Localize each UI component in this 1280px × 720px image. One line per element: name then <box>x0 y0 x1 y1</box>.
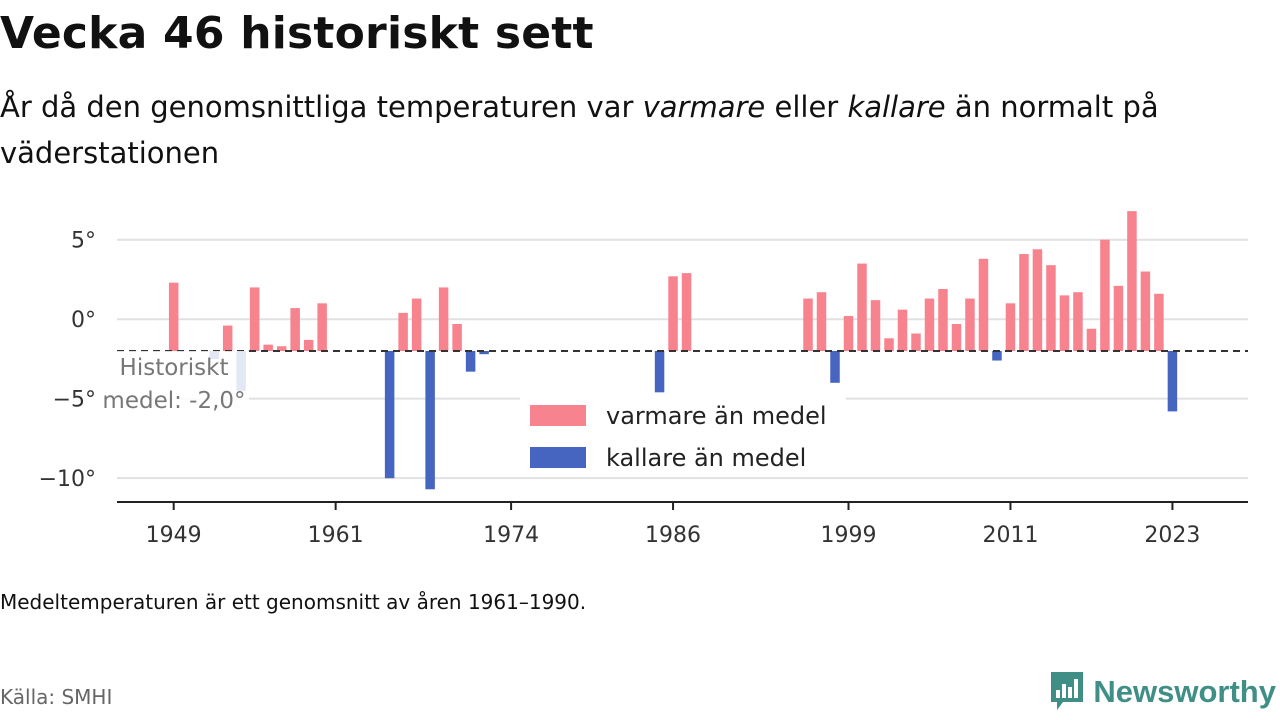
x-tick-label: 2023 <box>1144 523 1200 548</box>
bar-warmer <box>816 292 827 351</box>
bar-warmer <box>1100 239 1110 351</box>
bar-warmer <box>681 273 692 351</box>
x-tick-label: 1974 <box>483 523 539 548</box>
bar-warmer <box>290 308 300 351</box>
bar-warmer <box>398 312 408 351</box>
bar-warmer <box>222 325 233 351</box>
bar-warmer <box>411 298 422 351</box>
chart-plot: 5° 0° −5° −10° Historiskt medel: -2,0° varmare… <box>39 211 1248 548</box>
bar-warmer <box>897 309 908 351</box>
source-credit: Källa: SMHI <box>0 685 113 709</box>
bar-warmer <box>870 300 881 351</box>
x-tick-label: 1986 <box>645 523 701 548</box>
bar-warmer <box>1140 271 1151 351</box>
subtitle-part-1: År då den genomsnittliga temperaturen va… <box>0 90 643 124</box>
bar-warmer <box>168 282 179 351</box>
bar-warmer <box>803 298 813 351</box>
bar-warmer <box>1073 292 1083 351</box>
x-tick-label: 1999 <box>821 523 877 548</box>
bar-warmer <box>924 298 935 351</box>
bar-warmer <box>938 289 948 351</box>
x-tick-label: 1961 <box>308 523 364 548</box>
subtitle-warm-word: varmare <box>642 90 766 124</box>
bar-warmer <box>1154 293 1164 351</box>
brand-logo: Newsworthy <box>1049 670 1276 714</box>
bar-warmer <box>1005 303 1016 351</box>
bar-warmer <box>438 287 449 351</box>
legend-label-warmer: varmare än medel <box>606 402 827 430</box>
bar-colder <box>654 351 665 393</box>
bar-warmer <box>263 344 273 351</box>
bar-warmer <box>1113 285 1124 351</box>
chart-title: Vecka 46 historiskt sett <box>0 8 594 59</box>
y-tick-label: 0° <box>71 308 96 333</box>
bar-warmer <box>978 258 989 351</box>
y-tick-label: −10° <box>39 467 96 492</box>
bar-warmer <box>1019 254 1029 351</box>
bar-warmer <box>452 323 462 351</box>
x-tick-label: 1949 <box>146 523 202 548</box>
bar-warmer <box>884 338 894 351</box>
bar-colder <box>1167 351 1178 412</box>
bar-warmer <box>857 263 867 351</box>
bar-warmer <box>911 333 921 351</box>
y-tick-label: 5° <box>71 229 96 254</box>
bar-warmer <box>1046 265 1056 351</box>
bar-warmer <box>965 298 975 351</box>
bar-warmer <box>303 339 314 351</box>
bar-warmer <box>1032 249 1043 351</box>
chart-subtitle: År då den genomsnittliga temperaturen va… <box>0 84 1240 176</box>
bar-warmer <box>668 276 678 351</box>
bar-warmer <box>1059 295 1070 351</box>
bar-warmer <box>951 323 962 351</box>
brand-name: Newsworthy <box>1093 674 1276 709</box>
average-label: Historiskt <box>120 355 229 381</box>
bar-warmer <box>317 303 327 351</box>
legend-swatch-warmer <box>530 405 586 426</box>
average-label-background <box>99 351 249 413</box>
bar-colder <box>425 351 435 490</box>
bar-warmer <box>1127 211 1137 351</box>
bar-warmer <box>249 287 260 351</box>
bar-warmer <box>1086 328 1097 351</box>
average-label: medel: -2,0° <box>102 388 245 414</box>
subtitle-part-3: än normalt på väderstationen <box>0 90 1159 170</box>
bar-warmer <box>843 316 854 351</box>
y-tick-label: −5° <box>53 388 96 413</box>
bar-colder <box>479 351 489 355</box>
legend-swatch-colder <box>530 447 586 468</box>
subtitle-part-2: eller <box>765 90 848 124</box>
subtitle-cold-word: kallare <box>847 90 946 124</box>
bar-colder <box>830 351 840 383</box>
chart-note: Medeltemperaturen är ett genomsnitt av å… <box>0 590 587 614</box>
x-tick-label: 2011 <box>982 523 1038 548</box>
bar-colder <box>465 351 476 372</box>
bar-colder <box>992 351 1002 361</box>
legend-label-colder: kallare än medel <box>606 444 806 472</box>
newsworthy-chart-logo-icon <box>1051 672 1084 710</box>
bar-colder <box>384 351 395 479</box>
bar-warmer <box>276 346 287 351</box>
